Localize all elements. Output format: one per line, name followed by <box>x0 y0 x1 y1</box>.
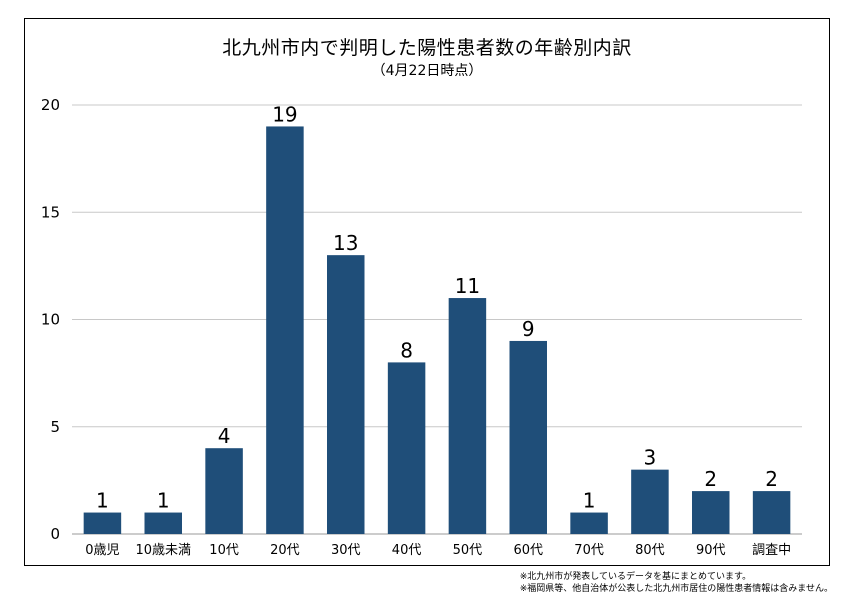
y-tick-label: 15 <box>41 203 60 221</box>
bar <box>509 340 547 534</box>
y-tick-label: 5 <box>50 418 60 436</box>
data-label: 19 <box>272 102 297 126</box>
chart-subtitle: （4月22日時点） <box>371 63 483 79</box>
bar <box>448 298 487 534</box>
x-tick-label: 20代 <box>270 543 300 558</box>
data-label: 13 <box>333 231 358 255</box>
bar <box>631 469 669 534</box>
x-tick-label: 調査中 <box>752 543 791 558</box>
footnote-source: ※北九州市が発表しているデータを基にまとめています。 <box>519 572 752 582</box>
data-label: 2 <box>704 467 717 491</box>
x-tick-label: 40代 <box>392 543 422 558</box>
x-tick-label: 90代 <box>696 543 726 558</box>
x-tick-label: 10歳未満 <box>135 543 191 558</box>
x-tick-label: 10代 <box>209 543 239 558</box>
data-label: 1 <box>583 489 596 513</box>
data-label: 1 <box>157 489 170 513</box>
data-label: 3 <box>644 446 657 470</box>
x-tick-label: 70代 <box>574 543 604 558</box>
data-label: 4 <box>218 424 231 448</box>
bar <box>83 512 122 534</box>
data-label: 2 <box>765 467 778 491</box>
bar <box>752 491 791 534</box>
y-tick-label: 10 <box>41 311 60 329</box>
footnote-exclusion: ※福岡県等、他自治体が公表した北九州市居住の陽性患者情報は含みません。 <box>519 584 833 594</box>
data-label: 11 <box>455 274 480 298</box>
bar <box>144 512 182 534</box>
bar <box>266 126 304 534</box>
data-label: 8 <box>400 338 413 362</box>
footnotes: ※北九州市が発表しているデータを基にまとめています。 ※福岡県等、他自治体が公表… <box>520 571 833 595</box>
bar <box>570 512 608 534</box>
y-tick-label: 0 <box>50 525 60 543</box>
bar <box>692 491 730 534</box>
data-label: 1 <box>96 489 109 513</box>
y-tick-label: 20 <box>41 96 60 114</box>
x-tick-label: 50代 <box>453 543 483 558</box>
bar <box>327 255 365 534</box>
x-tick-label: 0歳児 <box>85 543 119 558</box>
x-tick-label: 60代 <box>513 543 543 558</box>
data-label: 9 <box>522 317 535 341</box>
chart-frame: 北九州市内で判明した陽性患者数の年齢別内訳 （4月22日時点） <box>24 18 830 566</box>
x-tick-label: 80代 <box>635 543 665 558</box>
bar <box>387 362 426 534</box>
chart-title: 北九州市内で判明した陽性患者数の年齢別内訳 <box>222 37 632 59</box>
bar <box>205 448 243 534</box>
x-tick-label: 30代 <box>331 543 361 558</box>
